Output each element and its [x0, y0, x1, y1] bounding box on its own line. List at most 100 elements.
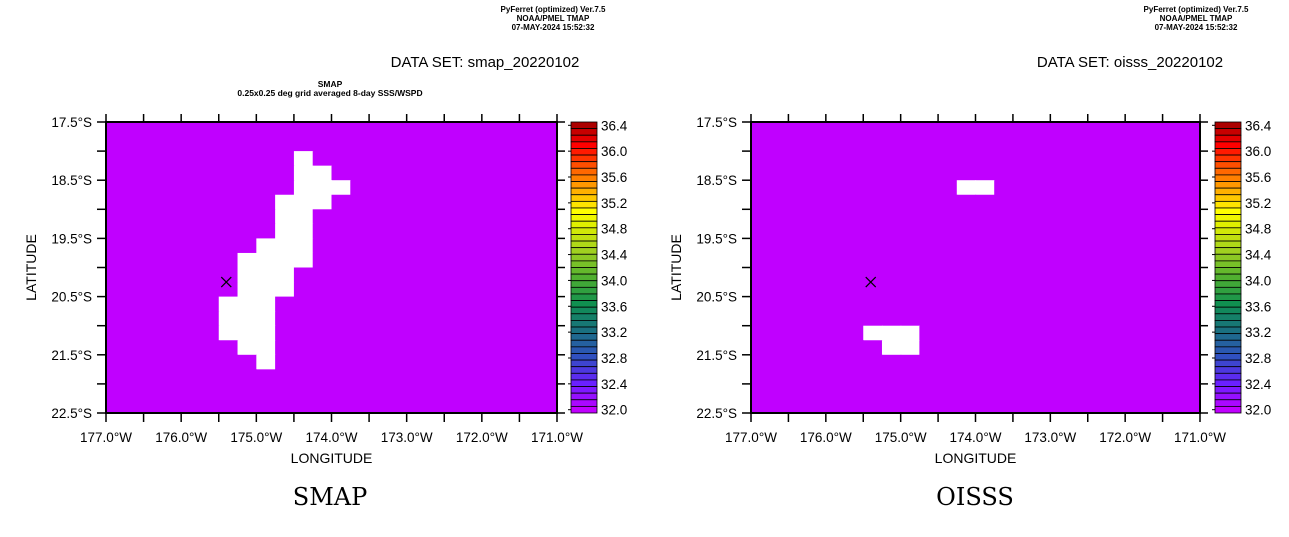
colorbar-label: 32.8	[601, 351, 627, 366]
y-tick-label: 21.5°S	[696, 348, 737, 363]
heatmap-cell	[312, 354, 333, 370]
heatmap-cell	[106, 122, 126, 138]
missing-cell	[275, 223, 295, 239]
heatmap-cell	[769, 209, 790, 225]
heatmap-cell	[807, 252, 827, 269]
heatmap-cell	[218, 194, 239, 210]
heatmap-cell	[938, 354, 958, 370]
heatmap-cell	[444, 267, 464, 283]
colorbar-box	[570, 220, 598, 229]
heatmap-cell	[350, 282, 370, 298]
heatmap-cell	[1106, 354, 1126, 370]
heatmap-cell	[293, 383, 314, 400]
heatmap-cell	[199, 151, 220, 167]
heatmap-cell	[519, 340, 539, 356]
heatmap-cell	[807, 238, 827, 254]
heatmap-cell	[1087, 209, 1108, 225]
heatmap-cell	[788, 252, 808, 269]
heatmap-cell	[538, 238, 558, 254]
heatmap-cell	[751, 325, 771, 341]
heatmap-cell	[181, 194, 201, 210]
heatmap-cell	[406, 165, 427, 181]
heatmap-cell	[425, 383, 445, 400]
heatmap-cell	[1143, 398, 1164, 414]
heatmap-cell	[1106, 383, 1126, 400]
heatmap-cell	[844, 209, 864, 225]
heatmap-cell	[919, 325, 939, 341]
heatmap-cell	[956, 165, 977, 181]
heatmap-cell	[181, 325, 201, 341]
colorbar-label: 33.2	[1245, 325, 1271, 340]
heatmap-cell	[900, 282, 920, 298]
colorbar-box	[570, 320, 598, 328]
heatmap-cell	[331, 136, 351, 152]
heatmap-cell	[1069, 282, 1089, 298]
heatmap-cell	[900, 136, 920, 152]
heatmap-cell	[106, 151, 126, 167]
heatmap-cell	[181, 151, 201, 167]
heatmap-cell	[425, 282, 445, 298]
colorbar-box	[570, 167, 598, 176]
missing-cell	[237, 311, 257, 327]
colorbar-box	[1214, 214, 1242, 222]
heatmap-cell	[769, 369, 790, 385]
heatmap-cell	[350, 311, 370, 327]
heatmap-cell	[863, 340, 883, 356]
heatmap-cell	[881, 223, 902, 239]
colorbar-box	[570, 207, 598, 215]
colorbar-box	[1214, 353, 1242, 361]
heatmap-cell	[919, 311, 939, 327]
heatmap-cell	[162, 398, 182, 414]
heatmap-cell	[124, 267, 145, 283]
heatmap-cell	[1162, 325, 1182, 341]
heatmap-cell	[463, 296, 483, 312]
heatmap-cell	[181, 136, 201, 152]
heatmap-cell	[106, 194, 126, 210]
heatmap-cell	[312, 151, 333, 167]
heatmap-cell	[919, 267, 939, 283]
heatmap-cell	[769, 252, 790, 269]
heatmap-cell	[143, 223, 163, 239]
colorbar-box	[1214, 234, 1242, 242]
heatmap-cell	[1106, 209, 1126, 225]
heatmap-cell	[900, 180, 920, 196]
heatmap-cell	[881, 369, 902, 385]
heatmap-cell	[1143, 383, 1164, 400]
heatmap-cell	[256, 151, 276, 167]
colorbar-label: 35.6	[1245, 170, 1271, 185]
heatmap-cell	[863, 354, 883, 370]
heatmap-cell	[350, 354, 370, 370]
heatmap-cell	[369, 180, 389, 196]
heatmap-cell	[1143, 340, 1164, 356]
heatmap-cell	[994, 282, 1014, 298]
heatmap-cell	[387, 165, 408, 181]
heatmap-cell	[312, 267, 333, 283]
heatmap-cell	[106, 325, 126, 341]
heatmap-cell	[1106, 165, 1126, 181]
heatmap-cell	[1125, 136, 1145, 152]
heatmap-cell	[1012, 282, 1033, 298]
heatmap-cell	[751, 180, 771, 196]
heatmap-cell	[500, 252, 521, 269]
heatmap-cell	[519, 194, 539, 210]
heatmap-cell	[1012, 194, 1033, 210]
heatmap-cell	[124, 165, 145, 181]
y-tick-label: 17.5°S	[51, 115, 92, 130]
heatmap-cell	[538, 296, 558, 312]
heatmap-cell	[425, 398, 445, 414]
heatmap-cell	[331, 296, 351, 312]
missing-cell	[218, 325, 239, 341]
heatmap-cell	[881, 267, 902, 283]
heatmap-cell	[1012, 340, 1033, 356]
colorbar-box	[1214, 240, 1242, 249]
heatmap-cell	[751, 398, 771, 414]
heatmap-cell	[143, 267, 163, 283]
heatmap-cell	[751, 296, 771, 312]
heatmap-cell	[807, 282, 827, 298]
heatmap-cell	[218, 369, 239, 385]
heatmap-cell	[124, 311, 145, 327]
heatmap-cell	[1125, 267, 1145, 283]
heatmap-cell	[919, 340, 939, 356]
heatmap-cell	[519, 223, 539, 239]
heatmap-cell	[106, 282, 126, 298]
